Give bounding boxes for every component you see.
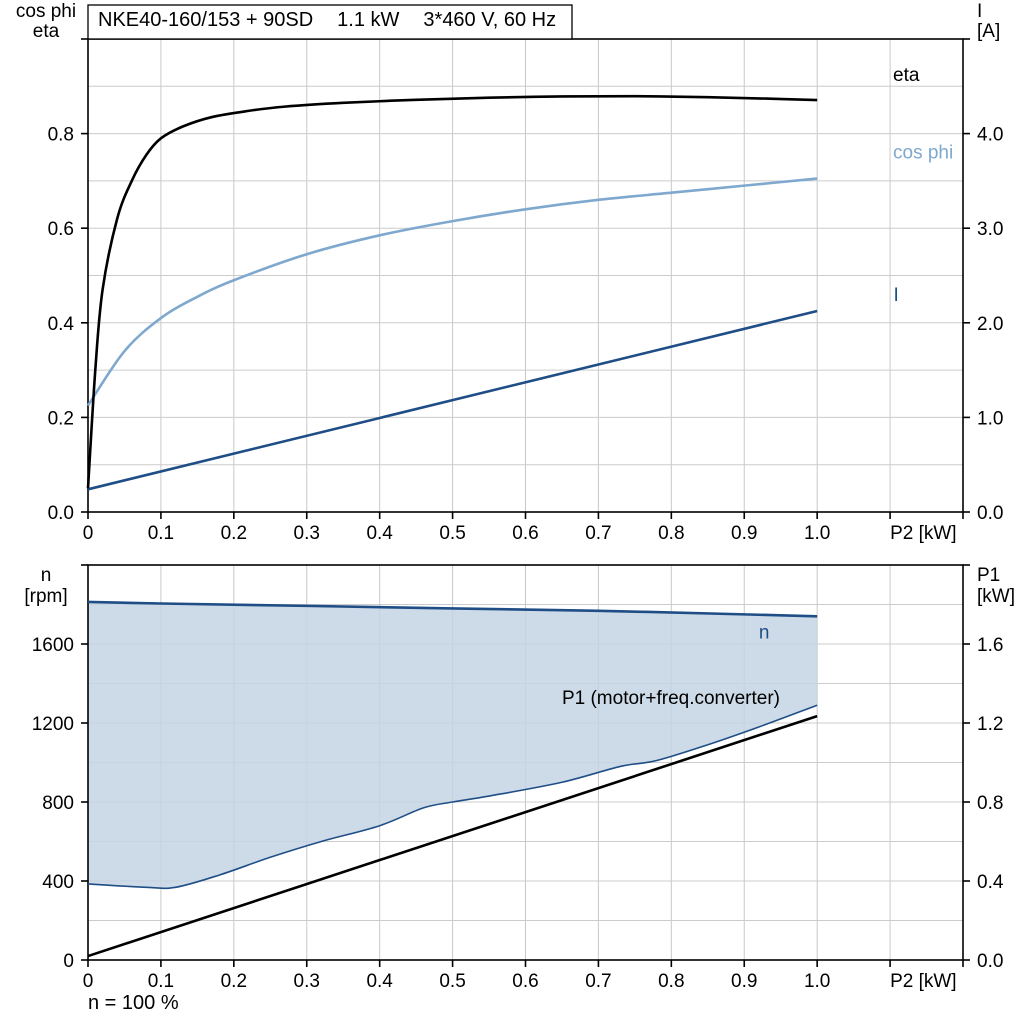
svg-text:1200: 1200 bbox=[32, 714, 74, 735]
svg-text:P1: P1 bbox=[977, 565, 1000, 586]
svg-text:cos phi: cos phi bbox=[893, 143, 953, 164]
svg-text:0.7: 0.7 bbox=[585, 523, 611, 544]
svg-text:0.8: 0.8 bbox=[977, 793, 1003, 814]
svg-text:0.2: 0.2 bbox=[221, 523, 247, 544]
svg-text:0.6: 0.6 bbox=[512, 971, 538, 992]
svg-text:n = 100 %: n = 100 % bbox=[88, 992, 179, 1014]
svg-text:0.0: 0.0 bbox=[977, 503, 1003, 524]
svg-text:0.8: 0.8 bbox=[658, 523, 684, 544]
svg-text:P2 [kW]: P2 [kW] bbox=[890, 971, 957, 992]
svg-text:1.0: 1.0 bbox=[804, 971, 830, 992]
svg-text:400: 400 bbox=[42, 872, 74, 893]
svg-text:I: I bbox=[977, 1, 982, 22]
svg-text:4.0: 4.0 bbox=[977, 125, 1003, 146]
svg-text:[A]: [A] bbox=[977, 21, 1000, 42]
svg-text:0.2: 0.2 bbox=[221, 971, 247, 992]
svg-text:0.5: 0.5 bbox=[439, 523, 465, 544]
svg-text:cos phi: cos phi bbox=[16, 1, 76, 22]
svg-text:[kW]: [kW] bbox=[977, 586, 1015, 607]
svg-text:0.0: 0.0 bbox=[977, 951, 1003, 972]
svg-text:n: n bbox=[41, 565, 52, 586]
svg-text:0.4: 0.4 bbox=[366, 971, 393, 992]
svg-text:1.0: 1.0 bbox=[804, 523, 830, 544]
svg-text:2.0: 2.0 bbox=[977, 314, 1003, 335]
svg-text:0.4: 0.4 bbox=[977, 872, 1004, 893]
svg-text:P2 [kW]: P2 [kW] bbox=[890, 523, 957, 544]
svg-text:1.6: 1.6 bbox=[977, 635, 1003, 656]
svg-text:n: n bbox=[759, 622, 770, 643]
svg-text:0.1: 0.1 bbox=[148, 971, 174, 992]
svg-text:P1 (motor+freq.converter): P1 (motor+freq.converter) bbox=[562, 688, 780, 709]
svg-text:0: 0 bbox=[83, 971, 94, 992]
svg-text:800: 800 bbox=[42, 793, 74, 814]
svg-text:0.7: 0.7 bbox=[585, 971, 611, 992]
svg-text:1600: 1600 bbox=[32, 635, 74, 656]
svg-text:eta: eta bbox=[33, 21, 60, 42]
svg-text:0.8: 0.8 bbox=[48, 125, 74, 146]
svg-text:0.9: 0.9 bbox=[731, 971, 757, 992]
svg-text:0.8: 0.8 bbox=[658, 971, 684, 992]
svg-text:0.5: 0.5 bbox=[439, 971, 465, 992]
svg-text:0.1: 0.1 bbox=[148, 523, 174, 544]
svg-text:3.0: 3.0 bbox=[977, 219, 1003, 240]
svg-text:1.0: 1.0 bbox=[977, 408, 1003, 429]
svg-text:0.3: 0.3 bbox=[294, 523, 320, 544]
svg-text:0.4: 0.4 bbox=[48, 314, 75, 335]
svg-text:1.2: 1.2 bbox=[977, 714, 1003, 735]
svg-text:eta: eta bbox=[893, 65, 920, 86]
svg-text:0.3: 0.3 bbox=[294, 971, 320, 992]
svg-text:0.0: 0.0 bbox=[48, 503, 74, 524]
svg-text:I: I bbox=[894, 285, 899, 306]
svg-text:0.9: 0.9 bbox=[731, 523, 757, 544]
svg-text:0.6: 0.6 bbox=[512, 523, 538, 544]
svg-text:0: 0 bbox=[83, 523, 94, 544]
svg-text:0.6: 0.6 bbox=[48, 219, 74, 240]
svg-text:0.2: 0.2 bbox=[48, 408, 74, 429]
svg-text:0.4: 0.4 bbox=[366, 523, 393, 544]
svg-text:[rpm]: [rpm] bbox=[24, 586, 67, 607]
svg-text:0: 0 bbox=[63, 951, 74, 972]
